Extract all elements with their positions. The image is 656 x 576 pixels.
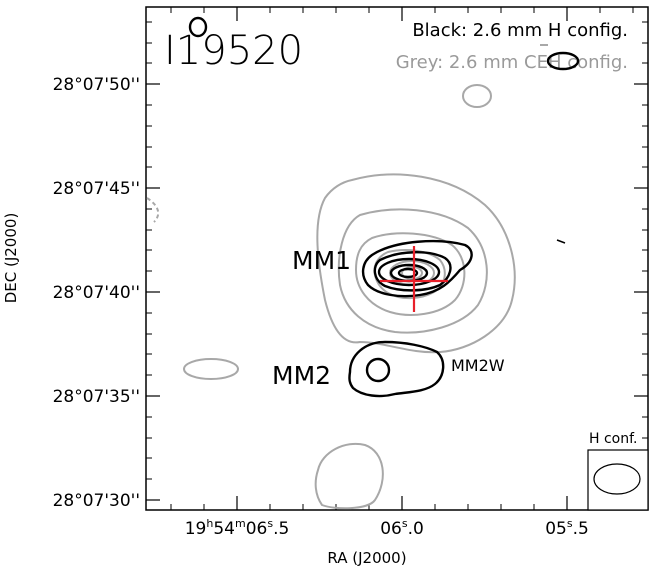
x-axis-title: RA (J2000) xyxy=(327,549,406,567)
y-axis-title: DEC (J2000) xyxy=(2,213,20,304)
x-major-ticks xyxy=(236,7,568,510)
grey-contour-6 xyxy=(401,266,423,280)
beam-ellipse xyxy=(593,463,641,495)
y-tick-label: 28°07'35'' xyxy=(53,387,140,407)
black-contours xyxy=(188,16,580,398)
grey-contour-2 xyxy=(337,208,488,334)
grey-blob-south xyxy=(314,442,384,510)
black-blob-top-right xyxy=(546,51,580,71)
label-mm2w: MM2W xyxy=(451,356,505,375)
black-contour-mm1-5 xyxy=(397,267,419,279)
black-contour-mm1-2 xyxy=(373,251,452,292)
beam-box xyxy=(587,449,649,511)
black-contour-mm1-outer xyxy=(361,239,473,298)
red-cross-marker xyxy=(380,246,448,312)
source-name-title: I19520 xyxy=(164,28,303,74)
black-contour-mm1-3 xyxy=(377,257,441,287)
label-mm2: MM2 xyxy=(272,361,331,390)
black-contour-mm2-outer xyxy=(348,340,445,398)
label-mm1: MM1 xyxy=(292,246,351,275)
grey-contours xyxy=(146,44,548,510)
legend-grey-contours: Grey: 2.6 mm CEH config. xyxy=(396,52,628,73)
x-tick-label: 05s.5 xyxy=(545,517,589,539)
black-blob-top-left xyxy=(188,16,208,38)
y-tick-label: 28°07'40'' xyxy=(53,283,140,303)
black-contour-mm2-core xyxy=(365,357,391,383)
beam-label: H conf. xyxy=(589,431,637,447)
y-tick-label: 28°07'45'' xyxy=(53,179,140,199)
x-tick-label: 19h54m06s.5 xyxy=(185,517,290,539)
y-tick-label: 28°07'50'' xyxy=(53,75,140,95)
grey-contour-outer xyxy=(316,173,516,354)
x-tick-label: 06s.0 xyxy=(380,517,424,539)
grey-arc-left xyxy=(146,197,160,223)
grey-blob-north xyxy=(462,84,492,108)
grey-contour-3 xyxy=(354,232,466,316)
y-major-ticks xyxy=(146,83,648,501)
y-tick-label: 28°07'30'' xyxy=(53,491,140,511)
black-mark-right xyxy=(556,239,566,244)
grey-blob-west xyxy=(183,358,239,380)
plot-frame xyxy=(145,6,649,511)
legend-black-contours: Black: 2.6 mm H config. xyxy=(412,20,628,41)
